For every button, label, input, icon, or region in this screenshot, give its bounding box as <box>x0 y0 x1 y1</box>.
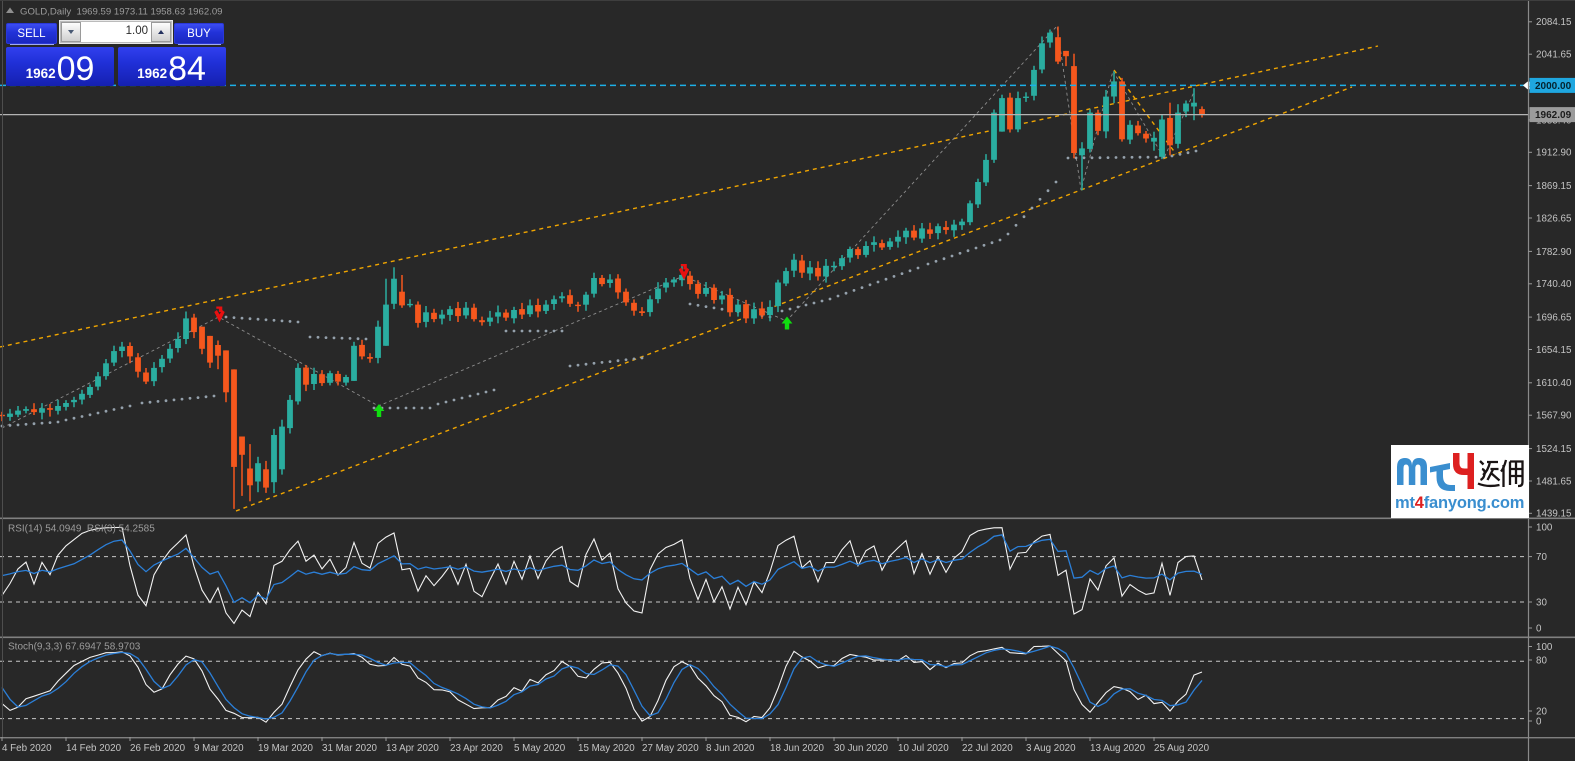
svg-text:1481.65: 1481.65 <box>1536 476 1572 487</box>
svg-text:Stoch(9,3,3) 67.6947 58.9703: Stoch(9,3,3) 67.6947 58.9703 <box>8 642 141 653</box>
svg-text:1567.90: 1567.90 <box>1536 411 1572 422</box>
svg-text:15 May 2020: 15 May 2020 <box>578 743 635 754</box>
svg-text:8 Jun 2020: 8 Jun 2020 <box>706 743 755 754</box>
svg-text:0: 0 <box>1536 716 1542 727</box>
svg-text:22 Jul 2020: 22 Jul 2020 <box>962 743 1013 754</box>
svg-text:1782.90: 1782.90 <box>1536 247 1572 258</box>
svg-text:5 May 2020: 5 May 2020 <box>514 743 566 754</box>
svg-text:1740.40: 1740.40 <box>1536 279 1572 290</box>
svg-text:GOLD,Daily 1969.59 1973.11 19: GOLD,Daily 1969.59 1973.11 1958.63 1962.… <box>20 7 223 18</box>
svg-text:3 Aug 2020: 3 Aug 2020 <box>1026 743 1076 754</box>
svg-text:1869.15: 1869.15 <box>1536 181 1572 192</box>
svg-text:9 Mar 2020: 9 Mar 2020 <box>194 743 244 754</box>
svg-text:27 May 2020: 27 May 2020 <box>642 743 699 754</box>
svg-text:mt4fanyong.com: mt4fanyong.com <box>1395 494 1524 512</box>
svg-text:70: 70 <box>1536 552 1547 563</box>
svg-text:20: 20 <box>1536 706 1547 717</box>
svg-text:19 Mar 2020: 19 Mar 2020 <box>258 743 314 754</box>
svg-text:2041.65: 2041.65 <box>1536 50 1572 61</box>
svg-text:25 Aug 2020: 25 Aug 2020 <box>1154 743 1210 754</box>
svg-text:RSI(14) 54.0949 RSI(3) 54.258: RSI(14) 54.0949 RSI(3) 54.2585 <box>8 524 155 535</box>
svg-text:30 Jun 2020: 30 Jun 2020 <box>834 743 888 754</box>
svg-text:23 Apr 2020: 23 Apr 2020 <box>450 743 503 754</box>
svg-text:1826.65: 1826.65 <box>1536 213 1572 224</box>
svg-text:1654.15: 1654.15 <box>1536 345 1572 356</box>
svg-text:100: 100 <box>1536 642 1553 653</box>
svg-text:2000.00: 2000.00 <box>1535 81 1572 92</box>
svg-text:100: 100 <box>1536 522 1553 533</box>
svg-text:0: 0 <box>1536 623 1542 634</box>
svg-text:30: 30 <box>1536 597 1547 608</box>
svg-text:1439.15: 1439.15 <box>1536 509 1572 520</box>
svg-text:2084.15: 2084.15 <box>1536 17 1572 28</box>
svg-text:31 Mar 2020: 31 Mar 2020 <box>322 743 378 754</box>
svg-text:1962.09: 1962.09 <box>1535 110 1572 121</box>
svg-text:13 Apr 2020: 13 Apr 2020 <box>386 743 439 754</box>
svg-text:1610.40: 1610.40 <box>1536 378 1572 389</box>
svg-text:4 Feb 2020: 4 Feb 2020 <box>2 743 52 754</box>
svg-text:1912.90: 1912.90 <box>1536 148 1572 159</box>
svg-text:26 Feb 2020: 26 Feb 2020 <box>130 743 186 754</box>
svg-text:14 Feb 2020: 14 Feb 2020 <box>66 743 122 754</box>
svg-text:13 Aug 2020: 13 Aug 2020 <box>1090 743 1146 754</box>
svg-text:80: 80 <box>1536 655 1547 666</box>
svg-text:1524.15: 1524.15 <box>1536 444 1572 455</box>
svg-text:18 Jun 2020: 18 Jun 2020 <box>770 743 824 754</box>
svg-text:10 Jul 2020: 10 Jul 2020 <box>898 743 949 754</box>
svg-text:1696.65: 1696.65 <box>1536 313 1572 324</box>
